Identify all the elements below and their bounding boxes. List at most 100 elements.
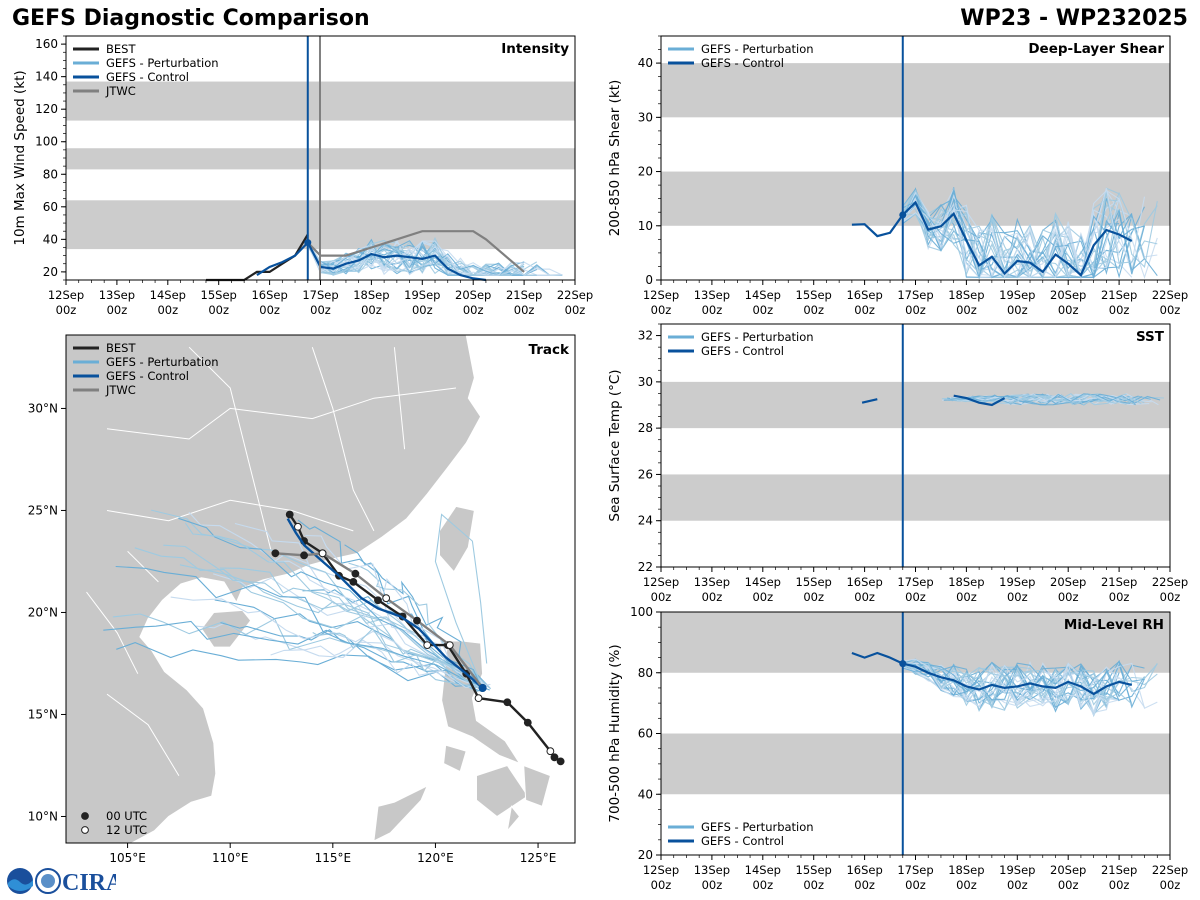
legend-label: JTWC <box>105 84 136 98</box>
x-tick-hour: 00z <box>361 303 382 317</box>
panel-track: 105°E 110°E 115°E 120°E 125°E 10°N 15°N 20°N 25°… <box>28 334 576 865</box>
x-tick-day: 13Sep <box>99 288 135 302</box>
perturbation-track <box>116 642 480 687</box>
x-tick-label: 14Sep 00z <box>745 863 781 892</box>
x-tick-day: 22Sep <box>1152 863 1188 877</box>
x-tick-label: 19Sep 00z <box>999 863 1035 892</box>
x-tick-day: 13Sep <box>694 863 730 877</box>
x-tick-label: 18Sep 00z <box>948 575 984 604</box>
x-tick-day: 12Sep <box>48 288 84 302</box>
x-tick-label: 14Sep 00z <box>745 288 781 317</box>
x-tick-day: 17Sep <box>897 288 933 302</box>
y-tick-label: 140 <box>35 70 58 84</box>
x-tick-hour: 00z <box>702 303 723 317</box>
y-tick-label: 100 <box>35 135 58 149</box>
y-tick-label: 30°N <box>28 401 58 415</box>
y-tick-label: 22 <box>638 560 653 574</box>
x-tick-label: 16Sep 00z <box>846 575 882 604</box>
x-tick-label: 17Sep 00z <box>897 863 933 892</box>
x-tick-hour: 00z <box>651 878 672 892</box>
x-tick-hour: 00z <box>208 303 229 317</box>
x-tick-day: 20Sep <box>455 288 491 302</box>
panel-title: Track <box>529 342 570 358</box>
marker-legend-symbol <box>81 826 89 834</box>
x-tick-day: 18Sep <box>353 288 389 302</box>
series-line-gefs-control <box>256 240 487 282</box>
marker-legend-label: 00 UTC <box>106 809 147 823</box>
track-point <box>300 551 308 560</box>
legend-label: GEFS - Control <box>106 369 189 383</box>
x-tick-day: 12Sep <box>643 288 679 302</box>
x-tick-label: 15Sep 00z <box>796 863 832 892</box>
x-tick-label: 120°E <box>417 851 454 865</box>
y-axis-label: Sea Surface Temp (°C) <box>607 369 623 521</box>
plot-frame <box>65 334 576 844</box>
x-tick-hour: 00z <box>854 878 875 892</box>
y-tick-label: 20 <box>638 165 653 179</box>
x-tick-hour: 00z <box>1007 303 1028 317</box>
x-tick-hour: 00z <box>463 303 484 317</box>
x-tick-hour: 00z <box>157 303 178 317</box>
x-tick-hour: 00z <box>905 303 926 317</box>
legend-label: GEFS - Perturbation <box>701 330 814 344</box>
perturbation-line <box>902 187 1120 279</box>
y-tick-label: 30 <box>638 375 653 389</box>
panel-title: Mid-Level RH <box>1064 617 1164 633</box>
x-tick-day: 22Sep <box>557 288 593 302</box>
land-island <box>476 764 529 818</box>
x-tick-hour: 00z <box>1109 878 1130 892</box>
x-tick-hour: 00z <box>752 590 773 604</box>
x-tick-hour: 00z <box>1160 590 1181 604</box>
x-tick-day: 19Sep <box>999 575 1035 589</box>
track-point <box>349 577 358 586</box>
legend-label: GEFS - Control <box>701 344 784 358</box>
x-tick-hour: 00z <box>1109 590 1130 604</box>
init-position <box>478 683 487 692</box>
x-tick-day: 16Sep <box>846 863 882 877</box>
y-tick-label: 160 <box>35 37 58 51</box>
x-tick-hour: 00z <box>514 303 535 317</box>
y-tick-label: 25°N <box>28 503 58 517</box>
x-tick-label: 17Sep 00z <box>897 288 933 317</box>
track-point <box>445 641 454 650</box>
perturbation-line <box>902 190 1133 278</box>
y-tick-label: 30 <box>638 110 653 124</box>
track-map <box>66 335 565 843</box>
x-tick-hour: 00z <box>752 303 773 317</box>
land-island <box>506 805 521 833</box>
x-tick-hour: 00z <box>259 303 280 317</box>
x-tick-hour: 00z <box>905 878 926 892</box>
legend-label: GEFS - Perturbation <box>106 355 219 369</box>
x-tick-label: 20Sep 00z <box>1050 288 1086 317</box>
x-tick-day: 17Sep <box>302 288 338 302</box>
province-boundary <box>106 693 180 776</box>
threshold-band <box>661 63 1170 118</box>
track-point <box>523 718 532 727</box>
x-tick-label: 115°E <box>315 851 352 865</box>
x-tick-label: 21Sep 00z <box>506 288 542 317</box>
track-point <box>423 641 432 650</box>
land-hainan <box>200 609 252 648</box>
y-tick-label: 28 <box>638 421 653 435</box>
track-line-gefs-control <box>286 518 484 689</box>
x-tick-day: 21Sep <box>1101 575 1137 589</box>
x-tick-day: 15Sep <box>796 863 832 877</box>
track-point <box>556 757 565 766</box>
y-tick-label: 100 <box>630 605 653 619</box>
x-tick-hour: 00z <box>1007 590 1028 604</box>
y-tick-label: 80 <box>638 666 653 680</box>
x-tick-hour: 00z <box>1160 878 1181 892</box>
province-boundary <box>188 346 272 552</box>
x-tick-label: 13Sep 00z <box>694 575 730 604</box>
province-boundary <box>86 591 139 674</box>
storm-id: WP23 - WP232025 <box>960 6 1188 31</box>
legend-label: GEFS - Perturbation <box>701 820 814 834</box>
x-tick-hour: 00z <box>956 590 977 604</box>
perturbation-track <box>305 534 486 690</box>
x-tick-day: 22Sep <box>1152 575 1188 589</box>
x-tick-hour: 00z <box>905 590 926 604</box>
land-taiwan <box>439 505 475 573</box>
x-tick-label: 16Sep 00z <box>251 288 287 317</box>
y-axis-label: 700-500 hPa Humidity (%) <box>607 644 623 822</box>
